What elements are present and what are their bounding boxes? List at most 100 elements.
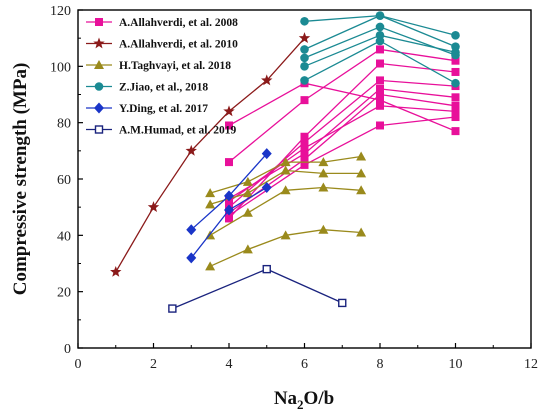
data-point [376, 96, 384, 105]
data-point [225, 211, 233, 220]
data-point [242, 244, 253, 254]
data-point [356, 185, 367, 195]
data-point [300, 45, 309, 54]
legend: A.Allahverdi, et al. 2008 A.Allahverdi, e… [86, 17, 238, 137]
data-point [261, 74, 273, 86]
legend-item: H.Taghvayi, et al. 2018 [86, 60, 231, 72]
data-point [300, 62, 309, 71]
series-1 [110, 32, 311, 277]
data-point [205, 199, 216, 209]
data-point [376, 59, 384, 68]
series-layer [110, 11, 460, 313]
data-point [376, 101, 384, 110]
legend-label: A.Allahverdi, et al. 2010 [119, 39, 238, 51]
data-point [185, 144, 197, 156]
data-point [280, 157, 291, 167]
data-point [376, 76, 384, 85]
data-point [300, 160, 309, 169]
data-point [280, 185, 291, 195]
legend-marker [94, 125, 104, 134]
legend-label: H.Taghvayi, et al. 2018 [119, 60, 231, 72]
data-point [451, 78, 460, 88]
x-tick-label: 4 [226, 357, 233, 372]
legend-label: A.Allahverdi, et al. 2008 [119, 17, 238, 29]
data-point [147, 201, 160, 213]
data-point [300, 76, 309, 85]
x-tick-label: 6 [301, 357, 308, 372]
series-line [172, 268, 343, 310]
series-line [228, 48, 456, 163]
data-point [225, 158, 233, 167]
data-point [451, 56, 460, 65]
data-point [451, 107, 460, 116]
y-tick-label: 20 [57, 286, 71, 301]
series-line [228, 116, 456, 217]
data-point [376, 84, 384, 93]
legend-marker [94, 102, 104, 114]
y-tick-label: 80 [57, 117, 71, 132]
data-point [318, 157, 329, 167]
data-point [451, 101, 460, 110]
data-point [186, 224, 197, 236]
data-point [300, 138, 309, 147]
x-tick-label: 2 [150, 357, 157, 372]
data-point [280, 165, 291, 175]
data-point [300, 149, 309, 158]
data-point [261, 148, 272, 160]
data-point [451, 113, 460, 122]
data-point [318, 182, 329, 192]
x-axis-title: Na2O/b [274, 388, 334, 412]
data-point [300, 155, 309, 164]
data-point [375, 36, 385, 46]
data-point [298, 32, 311, 44]
series-0 [225, 45, 460, 223]
legend-label: Z.Jiao, et al., 2018 [119, 82, 208, 94]
data-point [376, 121, 384, 130]
data-point [451, 31, 460, 40]
series-line [228, 62, 456, 219]
x-tick-label: 0 [75, 357, 82, 372]
data-point [451, 47, 460, 57]
legend-item: A.Allahverdi, et al. 2008 [86, 17, 238, 29]
data-point [225, 121, 233, 130]
series-line [228, 105, 456, 203]
data-point [224, 190, 234, 202]
series-3 [300, 11, 460, 88]
y-tick-label: 60 [57, 173, 71, 188]
data-point [338, 298, 347, 308]
data-point [356, 151, 367, 161]
data-point [451, 127, 460, 136]
series-5 [168, 264, 347, 313]
series-line [115, 37, 305, 273]
data-point [300, 96, 309, 105]
data-point [223, 105, 235, 117]
data-point [318, 168, 329, 178]
legend-item: A.Allahverdi, et al. 2010 [86, 37, 238, 51]
data-point [376, 90, 384, 99]
y-tick-label: 120 [50, 4, 71, 19]
data-point [242, 188, 253, 198]
legend-marker [94, 60, 104, 69]
y-tick-label: 40 [57, 229, 71, 244]
legend-item: Z.Jiao, et al., 2018 [86, 82, 208, 94]
data-point [318, 224, 329, 234]
data-point [242, 207, 253, 217]
data-point [186, 252, 197, 264]
legend-item: Y.Ding, et al. 2017 [86, 102, 208, 115]
legend-marker [95, 18, 103, 26]
series-line [228, 88, 456, 200]
y-tick-label: 100 [50, 60, 71, 75]
series-line [228, 82, 456, 132]
legend-marker [93, 37, 105, 49]
data-point [300, 53, 309, 63]
data-point [375, 11, 385, 20]
x-tick-label: 12 [524, 357, 538, 372]
data-point [376, 45, 384, 54]
data-point [168, 304, 177, 313]
data-point [300, 16, 309, 26]
data-point [224, 204, 234, 216]
series-2 [205, 151, 367, 271]
legend-item: A.M.Humad, et al. 2019 [86, 125, 236, 137]
